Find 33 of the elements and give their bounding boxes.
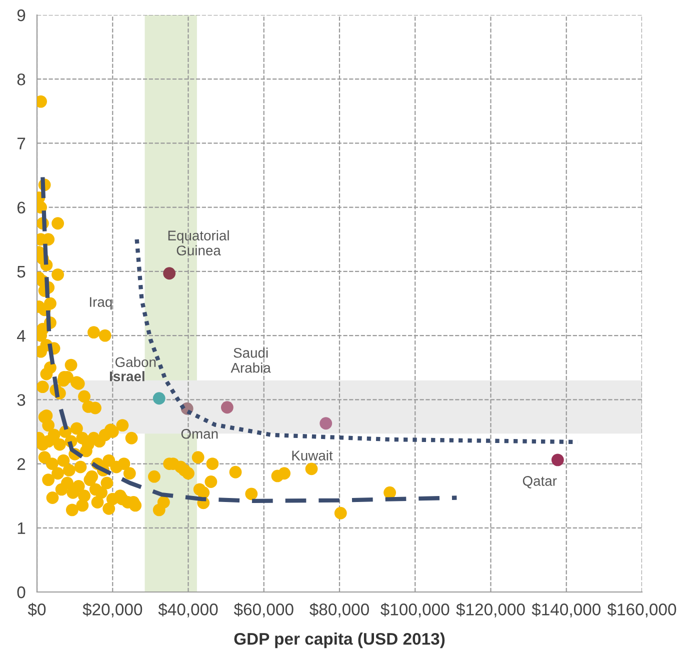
x-tick-label: $120,000 [456,602,525,618]
x-tick-label: $140,000 [532,602,600,618]
x-tick-label: $20,000 [82,602,142,618]
annotation: Qatar [522,476,557,488]
y-tick-label: 6 [17,202,26,214]
point [163,267,176,280]
x-tick-label: $80,000 [310,602,369,618]
y-tick-label: 0 [17,586,26,598]
x-tick-label: $0 [28,602,46,616]
y-tick-label: 2 [17,458,26,470]
x-tick-label: $100,000 [380,602,450,618]
x-tick-label: $40,000 [158,602,218,618]
annotation: Israel [110,371,144,382]
x-axis-title: GDP per capita (USD 2013) [234,632,445,648]
annotation: Gabon [115,356,156,368]
y-tick-label: 1 [18,522,26,534]
point [220,401,234,414]
annotation: Saudi Arabia [230,348,271,373]
y-tick-label: 3 [17,394,26,406]
annotation: Kuwait [292,450,333,460]
y-tick-label: 8 [17,74,26,86]
point [551,454,564,466]
x-tick-label: $160,000 [607,602,676,618]
y-tick-label: 9 [17,9,26,22]
point [152,392,166,405]
y-tick-label: 4 [17,330,26,342]
annotation: Iraq [90,297,112,310]
point [320,417,332,430]
x-tick-label: $60,000 [234,602,294,618]
annotation: Oman [181,428,218,439]
annotation: Equatorial Guinea [168,230,229,256]
y-tick-label: 5 [17,266,26,278]
y-tick-label: 7 [17,138,26,150]
